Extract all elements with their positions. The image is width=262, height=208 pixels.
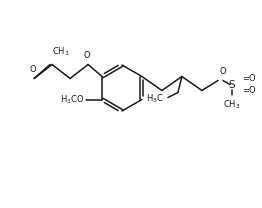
Text: CH$_3$: CH$_3$	[52, 46, 70, 58]
Text: =O: =O	[242, 86, 255, 95]
Text: H$_3$C: H$_3$C	[146, 92, 164, 105]
Text: H$_3$CO: H$_3$CO	[60, 93, 84, 106]
Text: O: O	[30, 64, 36, 73]
Text: S: S	[229, 79, 235, 89]
Text: O: O	[220, 67, 227, 76]
Text: CH$_3$: CH$_3$	[223, 99, 241, 111]
Text: =O: =O	[242, 74, 255, 83]
Text: O: O	[84, 51, 90, 59]
